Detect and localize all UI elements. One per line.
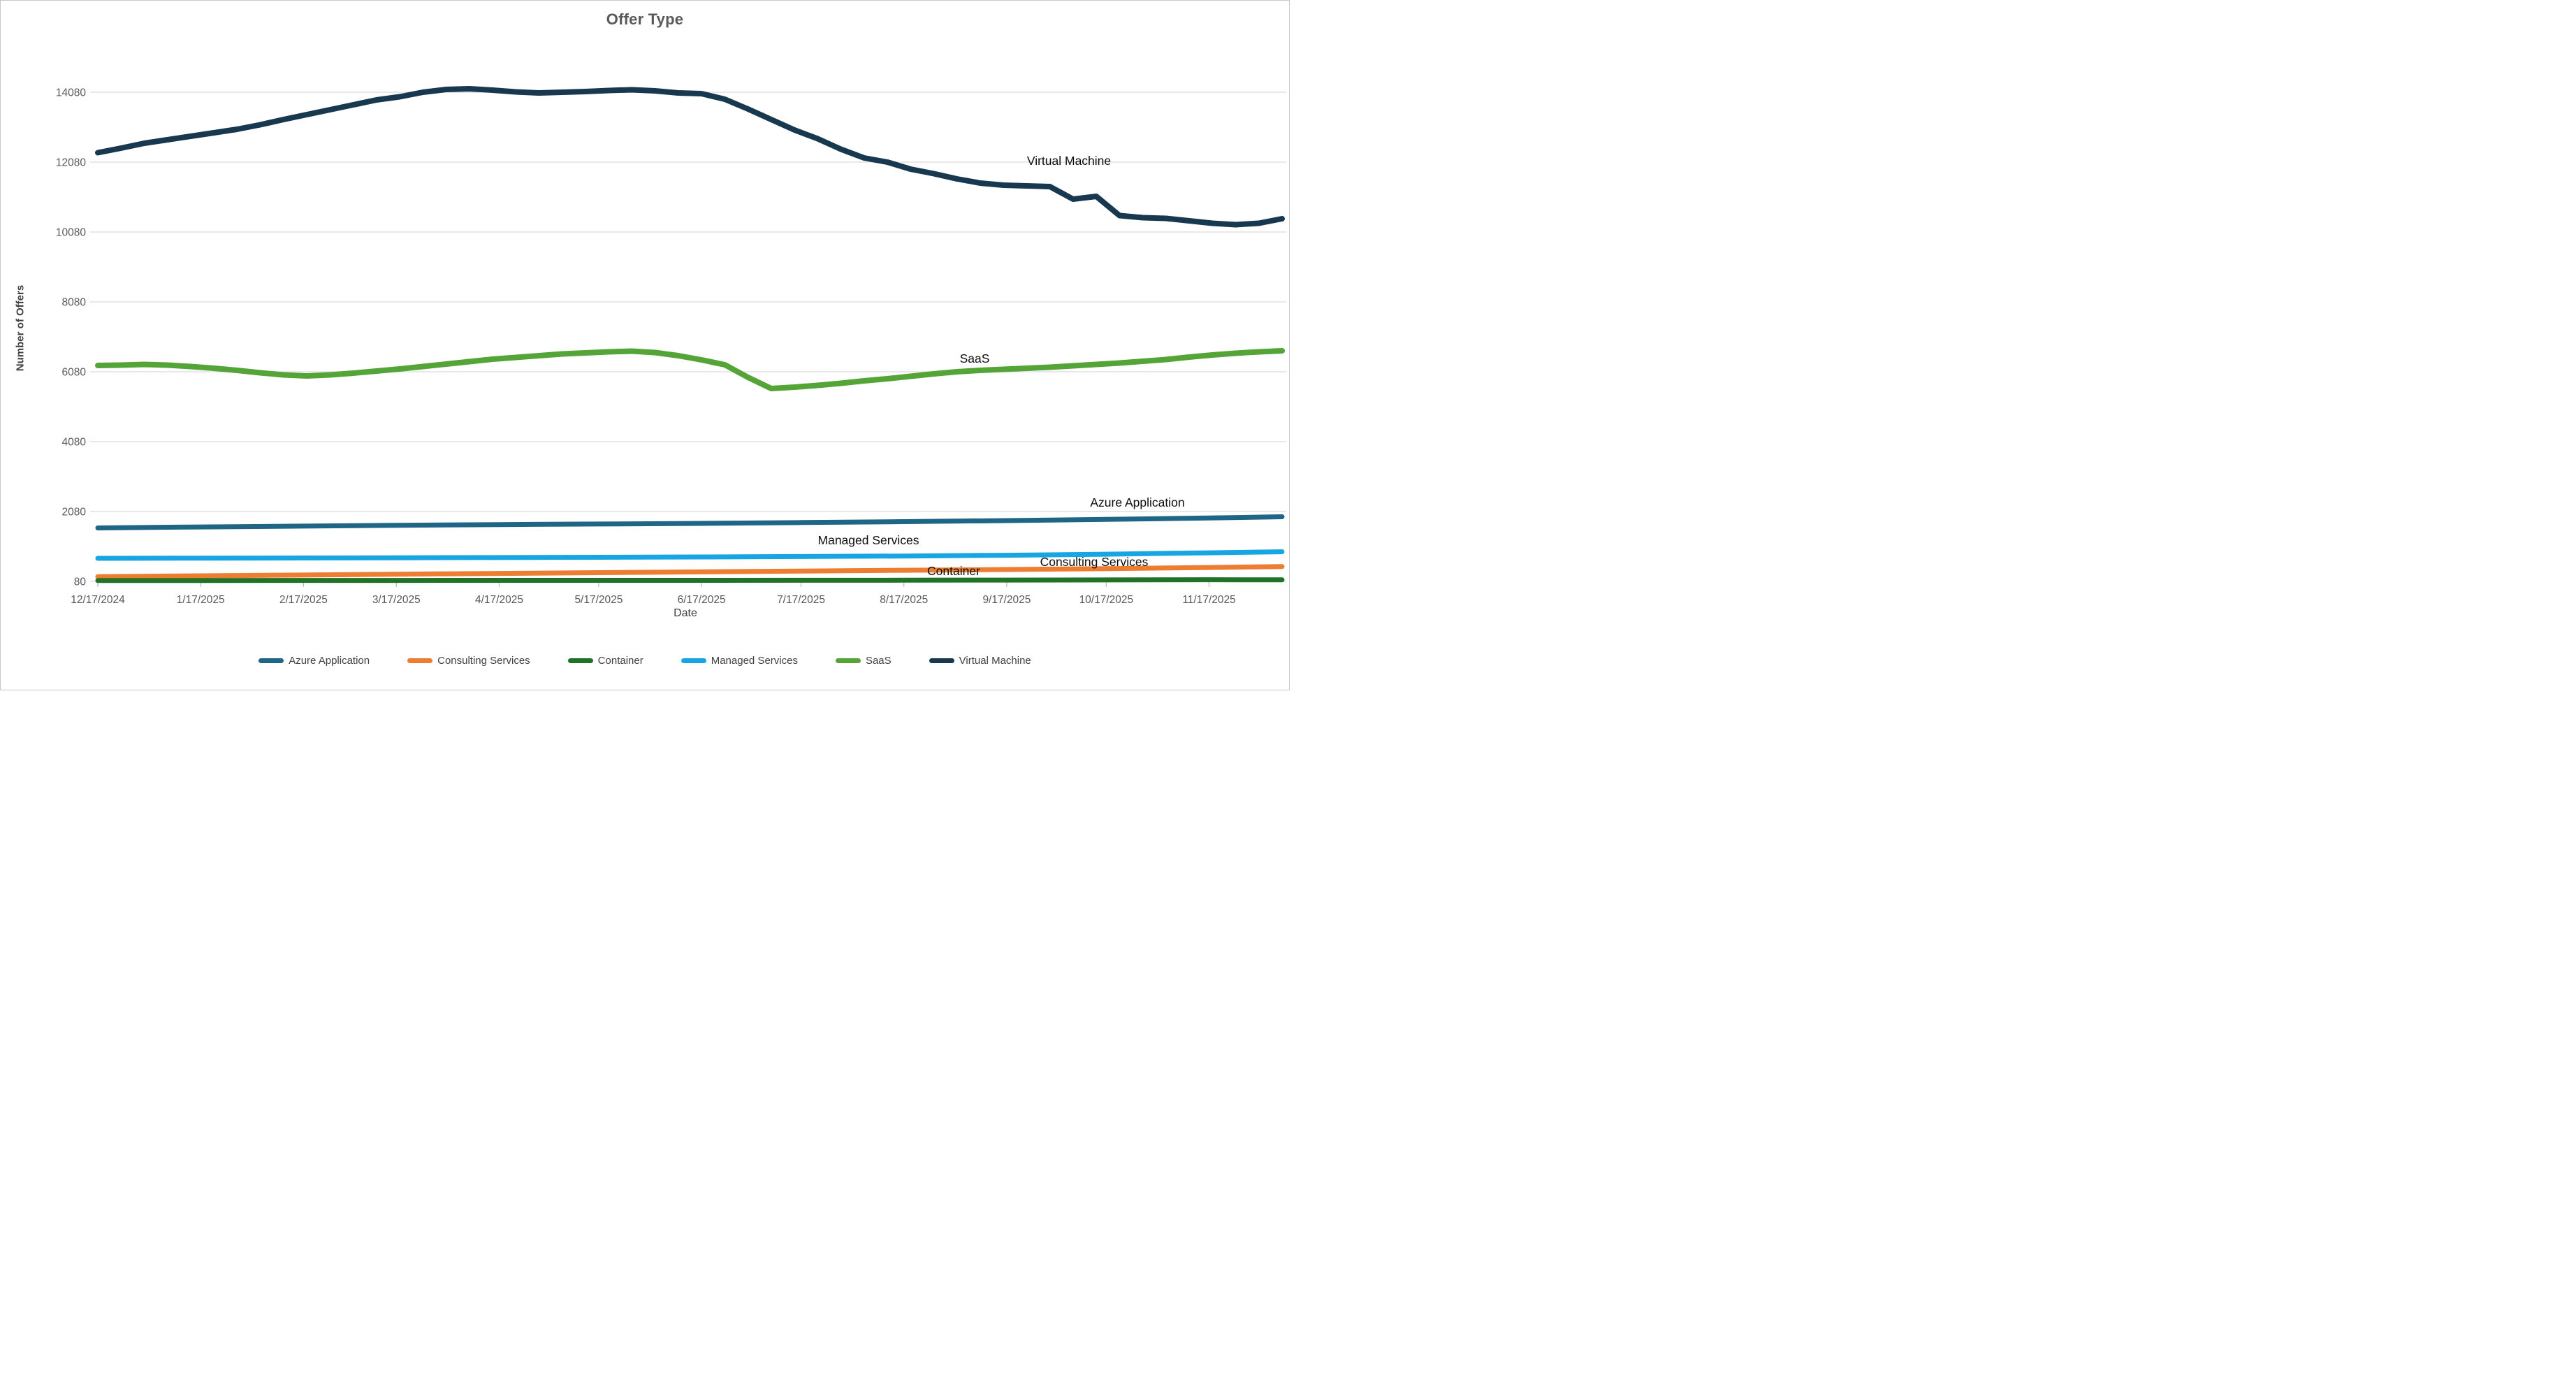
chart-title: Offer Type xyxy=(606,10,684,28)
series-line-container[interactable] xyxy=(95,577,1285,583)
legend-item-virtual-machine[interactable]: Virtual Machine xyxy=(929,655,1031,667)
x-tick-label-9-17-2025: 9/17/2025 xyxy=(982,594,1031,606)
x-tick-label-1-17-2025: 1/17/2025 xyxy=(177,594,225,606)
x-axis-title: Date xyxy=(674,607,697,619)
annotation-virtual-machine: Virtual Machine xyxy=(1027,154,1111,168)
y-tick-label-6080: 6080 xyxy=(62,367,87,379)
series-line-azure-application[interactable] xyxy=(95,514,1285,530)
legend-swatch-managed-services xyxy=(681,658,706,663)
x-tick-label-11-17-2025: 11/17/2025 xyxy=(1182,594,1235,606)
legend-item-container[interactable]: Container xyxy=(567,655,643,667)
legend-swatch-container xyxy=(567,658,593,663)
series-line-managed-services[interactable] xyxy=(95,549,1285,561)
legend-label-container: Container xyxy=(597,655,643,667)
annotation-container: Container xyxy=(927,564,980,578)
x-tick-label-8-17-2025: 8/17/2025 xyxy=(880,594,928,606)
x-tick-label-2-17-2025: 2/17/2025 xyxy=(279,594,328,606)
x-tick-label-6-17-2025: 6/17/2025 xyxy=(678,594,726,606)
series-line-virtual-machine[interactable] xyxy=(95,86,1285,228)
legend-item-consulting-services[interactable]: Consulting Services xyxy=(407,655,530,667)
x-tick-label-4-17-2025: 4/17/2025 xyxy=(475,594,523,606)
annotation-saas: SaaS xyxy=(960,351,990,365)
plot-area: 80 2080 4080 6080 8080 10080 12080 14080 12/17/2… xyxy=(56,86,1286,606)
legend-item-managed-services[interactable]: Managed Services xyxy=(681,655,798,667)
series-line-consulting-services[interactable] xyxy=(95,564,1285,579)
series-line-saas[interactable] xyxy=(95,348,1285,391)
line-chart: Offer Type Number of Offers 80 2080 4080 60… xyxy=(0,0,1290,690)
legend-swatch-saas xyxy=(835,658,861,663)
y-tick-label-10080: 10080 xyxy=(56,227,86,239)
x-tick-label-10-17-2025: 10/17/2025 xyxy=(1079,594,1134,606)
y-tick-label-14080: 14080 xyxy=(56,87,86,99)
x-tick-label-5-17-2025: 5/17/2025 xyxy=(574,594,623,606)
annotation-consulting-services: Consulting Services xyxy=(1040,555,1149,569)
legend: Azure Application Consulting Services Cont… xyxy=(1,655,1289,667)
legend-item-azure-application[interactable]: Azure Application xyxy=(259,655,370,667)
annotation-managed-services: Managed Services xyxy=(818,533,919,547)
x-tick-label-12-17-2024: 12/17/2024 xyxy=(71,594,125,606)
x-tick-label-7-17-2025: 7/17/2025 xyxy=(777,594,825,606)
legend-label-consulting-services: Consulting Services xyxy=(437,655,530,667)
legend-swatch-azure-application xyxy=(259,658,284,663)
legend-label-managed-services: Managed Services xyxy=(711,655,798,667)
legend-item-saas[interactable]: SaaS xyxy=(835,655,892,667)
annotation-azure-application: Azure Application xyxy=(1090,495,1184,509)
y-tick-label-80: 80 xyxy=(74,576,87,588)
legend-label-azure-application: Azure Application xyxy=(289,655,370,667)
legend-label-saas: SaaS xyxy=(865,655,892,667)
y-tick-label-12080: 12080 xyxy=(56,157,86,169)
legend-swatch-virtual-machine xyxy=(929,658,954,663)
x-tick-label-3-17-2025: 3/17/2025 xyxy=(372,594,421,606)
legend-swatch-consulting-services xyxy=(407,658,433,663)
y-tick-label-4080: 4080 xyxy=(62,437,87,449)
y-tick-label-8080: 8080 xyxy=(62,297,87,309)
legend-label-virtual-machine: Virtual Machine xyxy=(959,655,1031,667)
y-tick-label-2080: 2080 xyxy=(62,507,87,518)
